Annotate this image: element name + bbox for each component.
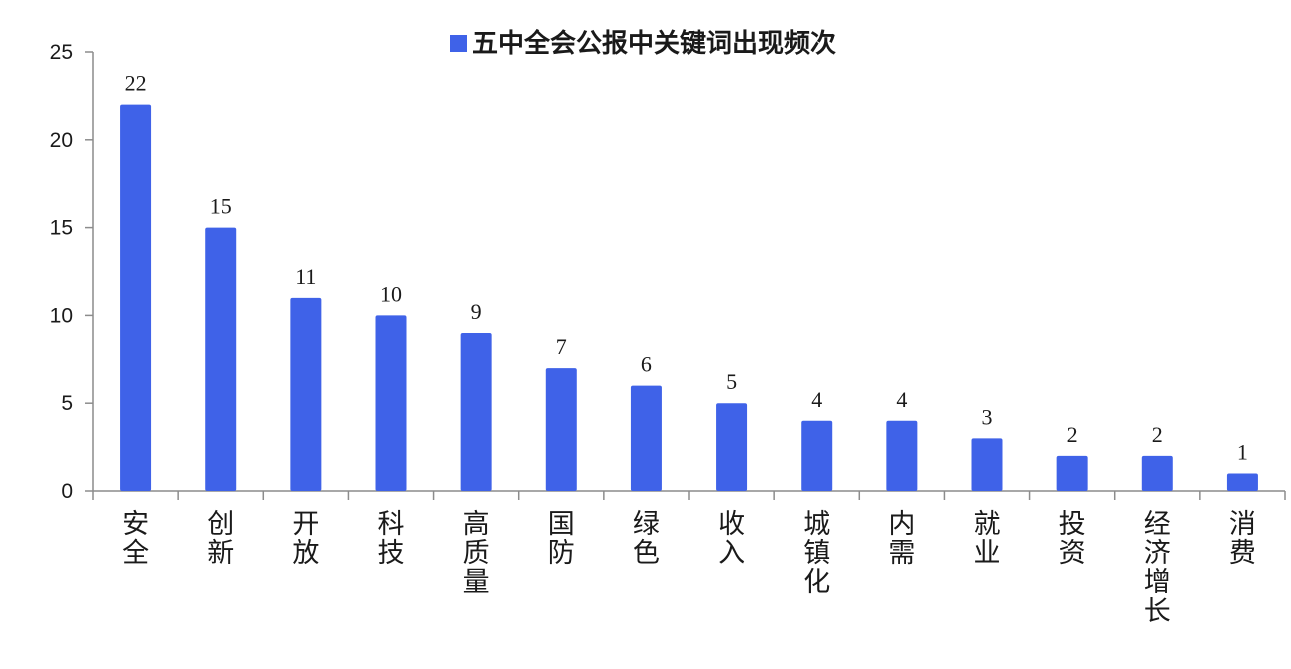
bar-6 [630,385,662,491]
y-tick-label: 25 [50,41,73,64]
bar-0 [120,104,152,492]
data-label: 2 [1152,422,1163,447]
x-category-label: 收入 [718,509,745,569]
y-tick-label: 20 [50,129,73,152]
bar-10 [971,438,1003,491]
x-category-label: 安全 [122,509,149,569]
x-category-label: 国防 [548,509,575,569]
data-label: 7 [556,334,567,359]
x-category-label: 高质量 [463,509,490,598]
bar-1 [205,227,237,491]
data-label: 22 [125,71,147,96]
x-category-label: 投资 [1059,509,1086,569]
y-tick-label: 15 [50,217,73,240]
bar-4 [460,332,492,491]
x-category-label: 城镇化 [803,509,830,598]
bar-3 [375,315,407,491]
y-tick-label: 0 [61,480,73,503]
data-label: 10 [380,281,402,306]
y-tick-label: 10 [50,304,73,327]
x-category-label: 就业 [974,509,1001,569]
x-category-label: 绿色 [633,509,660,569]
x-category-label: 科技 [378,509,405,569]
legend-swatch [450,35,467,52]
data-label: 9 [471,299,482,324]
data-label: 15 [210,194,232,219]
x-category-label: 开放 [292,509,319,569]
x-category-label: 创新 [207,509,234,569]
data-label: 11 [295,264,316,289]
bar-8 [801,420,833,491]
data-label: 6 [641,352,652,377]
data-label: 4 [896,387,907,412]
data-label: 5 [726,369,737,394]
bar-11 [1056,455,1088,491]
x-category-label: 经济增长 [1144,509,1171,627]
x-category-label: 消费 [1229,509,1256,569]
bar-2 [290,297,322,491]
bar-13 [1226,473,1258,491]
bar-5 [545,368,577,491]
bar-7 [716,403,748,491]
data-label: 4 [811,387,822,412]
data-label: 3 [982,404,993,429]
bar-9 [886,420,918,491]
bar-12 [1141,455,1173,491]
legend-label: 五中全会公报中关键词出现频次 [472,28,836,59]
data-label: 1 [1237,439,1248,464]
y-tick-label: 5 [61,392,73,415]
data-label: 2 [1067,422,1078,447]
x-category-label: 内需 [888,509,915,569]
